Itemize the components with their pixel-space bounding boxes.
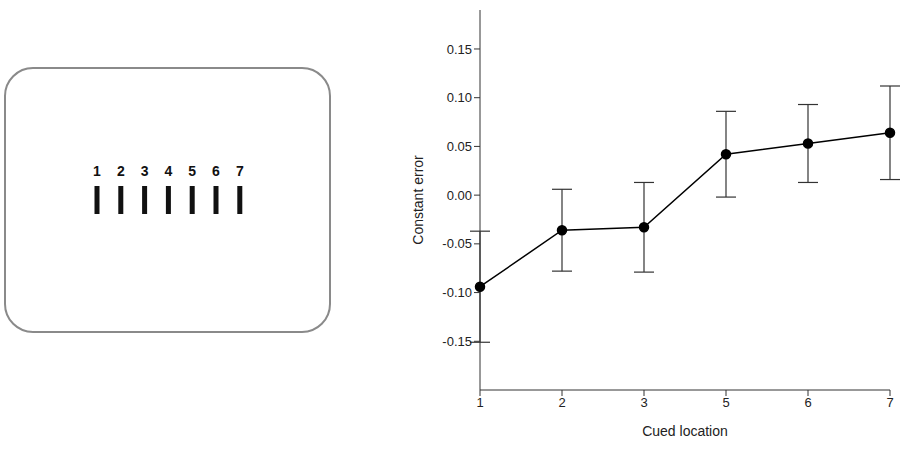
svg-text:6: 6 (212, 163, 220, 179)
svg-text:3: 3 (141, 163, 149, 179)
svg-text:5: 5 (188, 163, 196, 179)
svg-text:6: 6 (804, 395, 811, 410)
svg-text:0.05: 0.05 (447, 139, 472, 154)
svg-text:-0.15: -0.15 (442, 334, 472, 349)
svg-text:2: 2 (117, 163, 125, 179)
svg-text:7: 7 (236, 163, 244, 179)
svg-text:1: 1 (93, 163, 101, 179)
svg-text:-0.05: -0.05 (442, 236, 472, 251)
svg-text:Constant error: Constant error (410, 155, 426, 245)
svg-text:5: 5 (722, 395, 729, 410)
svg-text:0.10: 0.10 (447, 90, 472, 105)
svg-text:-0.10: -0.10 (442, 285, 472, 300)
svg-text:1: 1 (476, 395, 483, 410)
svg-text:0.15: 0.15 (447, 42, 472, 57)
svg-text:3: 3 (640, 395, 647, 410)
svg-text:4: 4 (165, 163, 173, 179)
svg-text:7: 7 (886, 395, 893, 410)
svg-text:0.00: 0.00 (447, 188, 472, 203)
svg-text:2: 2 (558, 395, 565, 410)
svg-text:Cued location: Cued location (642, 423, 728, 439)
